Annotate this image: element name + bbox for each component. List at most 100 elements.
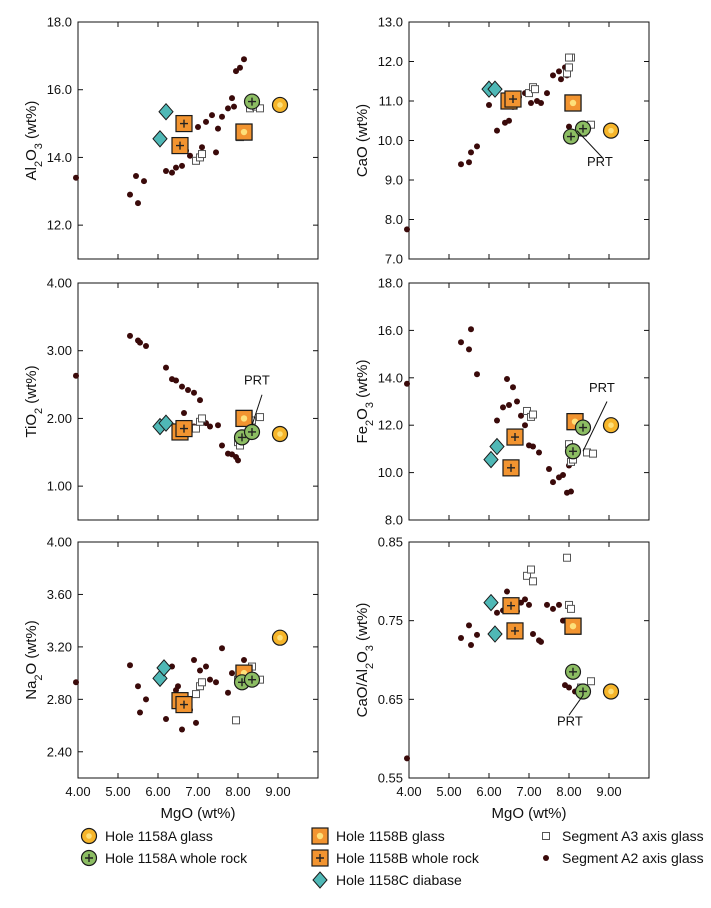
annotation-leader (582, 401, 608, 452)
a3-glass-point (192, 424, 200, 433)
a2-glass-point (550, 479, 556, 486)
b-glass-point (564, 617, 582, 635)
a2-glass-point (560, 471, 566, 478)
a2-glass-point (163, 716, 169, 722)
y-tick-label: 4.00 (47, 276, 72, 291)
a-glass-point (602, 122, 620, 139)
a2-glass-point (233, 68, 239, 75)
panel-tio2: 1.00 2.00 3.00 4.00 TiO2 (wt%) PRT (23, 276, 319, 521)
annotation-label: PRT (244, 373, 270, 388)
x-tick-label: 4.00 (396, 784, 421, 799)
x-axis-label: MgO (wt%) (492, 805, 567, 822)
b-whole-rock-point (502, 597, 520, 615)
b-glass-point (235, 123, 253, 141)
y-tick-label: 7.0 (385, 252, 403, 267)
a2-glass-point (237, 64, 243, 71)
a2-glass-point (219, 113, 225, 120)
a2-glass-point (486, 101, 492, 108)
annotation-leader (568, 695, 584, 716)
legend-marker (542, 832, 550, 840)
a2-glass-point (514, 398, 520, 405)
a2-glass-point (191, 389, 197, 396)
legend-item-a3: Segment A3 axis glass (542, 828, 704, 844)
a2-glass-point (203, 663, 209, 670)
a2-glass-point (522, 596, 528, 603)
a2-glass-point (468, 642, 474, 649)
a-whole-rock-point (243, 423, 261, 441)
a2-glass-point (199, 144, 205, 151)
a-whole-rock-point (574, 120, 592, 137)
a2-glass-point (568, 488, 574, 495)
a2-glass-point (175, 683, 181, 690)
legend-label: Segment A3 axis glass (562, 828, 704, 844)
y-tick-label: 0.65 (378, 692, 403, 707)
c-diabase-point (483, 450, 499, 469)
y-tick-label: 2.40 (47, 744, 72, 759)
a-glass-point (271, 425, 289, 443)
a2-glass-point (235, 457, 241, 464)
annotation-label: PRT (587, 154, 613, 169)
a2-glass-point (143, 696, 149, 703)
y-tick-label: 18.0 (378, 276, 403, 291)
a-glass-point (271, 96, 289, 114)
b-whole-rock-point (506, 622, 524, 640)
a-whole-rock-point (243, 93, 261, 110)
y-tick-label: 3.00 (47, 343, 72, 358)
y-tick-label: 4.00 (47, 535, 72, 550)
a-glass-point (602, 683, 620, 700)
legend-marker (311, 849, 329, 867)
y-tick-label: 18.0 (47, 15, 72, 30)
a2-glass-point (544, 90, 550, 97)
a2-glass-point (181, 410, 187, 417)
a3-glass-point (256, 104, 264, 113)
a2-glass-point (546, 466, 552, 473)
a2-glass-point (558, 76, 564, 83)
x-tick-label: 5.00 (436, 784, 461, 799)
a-whole-rock-point (564, 443, 582, 460)
a2-glass-point (550, 605, 556, 612)
a2-glass-point (518, 412, 524, 419)
a2-glass-point (137, 339, 143, 346)
a2-glass-point (215, 125, 221, 132)
a2-glass-point (135, 683, 141, 690)
b-whole-rock-point (504, 90, 522, 108)
a2-glass-point (530, 631, 536, 638)
a2-glass-point (213, 679, 219, 686)
panel-cao: 7.0 8.0 9.0 10.0 11.0 12.0 13.0 CaO (wt%) PRT (354, 15, 650, 267)
y-axis-label: TiO2 (wt%) (23, 365, 45, 437)
a2-glass-point (466, 159, 472, 166)
y-tick-label: 0.85 (378, 535, 403, 550)
a-whole-rock-point (574, 683, 592, 700)
a3-glass-point (529, 577, 537, 586)
x-axis-label: MgO (wt%) (161, 805, 236, 822)
a2-glass-point (494, 609, 500, 616)
y-tick-label: 11.0 (379, 94, 403, 109)
panel-fe2o3: 8.0 10.0 12.0 14.0 16.0 18.0 Fe2O3 (wt%) PRT (354, 276, 650, 528)
annotation-label: PRT (557, 713, 583, 728)
legend-item-c: Hole 1158C diabase (312, 871, 462, 889)
b-whole-rock-point (175, 419, 193, 438)
y-axis-label: Fe2O3 (wt%) (354, 360, 376, 444)
a2-glass-point (544, 601, 550, 608)
a2-glass-point (163, 364, 169, 371)
a2-glass-point (510, 384, 516, 391)
c-diabase-point (483, 593, 499, 612)
a2-glass-point (173, 164, 179, 171)
b-whole-rock-point (502, 459, 520, 477)
a2-glass-point (526, 601, 532, 608)
y-tick-label: 16.0 (47, 82, 72, 97)
a2-glass-point (203, 118, 209, 125)
a2-glass-point (209, 112, 215, 119)
a2-glass-point (528, 99, 534, 106)
legend-item-bg: Hole 1158B glass (311, 827, 445, 845)
legend-marker (312, 871, 328, 889)
y-tick-label: 3.20 (47, 639, 72, 654)
a2-glass-point (73, 372, 79, 379)
a3-glass-point (198, 678, 206, 687)
b-glass-point (235, 409, 253, 428)
legend-marker (80, 849, 98, 867)
c-diabase-point (158, 102, 174, 121)
a2-glass-point (179, 162, 185, 169)
a2-glass-point (522, 422, 528, 429)
b-whole-rock-point (171, 136, 189, 155)
